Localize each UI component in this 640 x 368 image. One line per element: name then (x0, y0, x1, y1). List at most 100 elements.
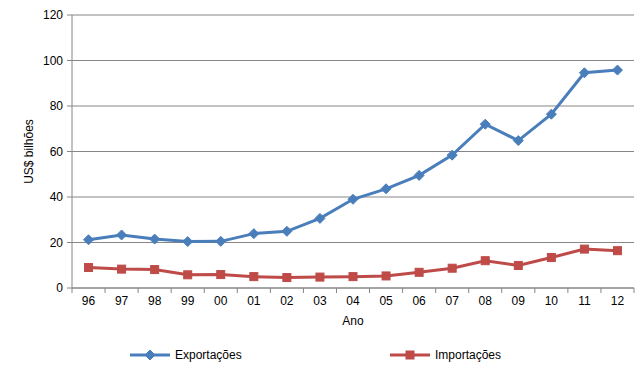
legend-item: Importações (390, 348, 501, 362)
legend-marker (145, 350, 155, 360)
x-tick-label: 04 (346, 294, 360, 308)
data-point (316, 273, 324, 281)
y-axis (72, 15, 73, 288)
grid-line (72, 15, 634, 16)
x-tick-label: 09 (512, 294, 526, 308)
grid-line (72, 106, 634, 107)
data-point (315, 213, 325, 223)
x-tick-label: 05 (379, 294, 393, 308)
data-point (547, 254, 555, 262)
data-point (249, 229, 259, 239)
y-tick (67, 15, 72, 16)
x-tick-label: 06 (412, 294, 426, 308)
x-tick (105, 288, 106, 293)
data-point (183, 237, 193, 247)
x-tick-label: 01 (247, 294, 261, 308)
data-point (216, 236, 226, 246)
x-axis-title: Ano (342, 314, 364, 328)
data-point (546, 109, 556, 119)
y-tick-label: 20 (50, 236, 64, 250)
data-point (579, 68, 589, 78)
x-tick (634, 288, 635, 293)
data-point (348, 194, 358, 204)
data-point (381, 184, 391, 194)
data-point (580, 245, 588, 253)
x-tick-label: 96 (82, 294, 96, 308)
y-tick (67, 60, 72, 61)
data-point (414, 170, 424, 180)
x-tick-label: 10 (545, 294, 559, 308)
x-tick (468, 288, 469, 293)
data-point (118, 265, 126, 273)
data-point (151, 266, 159, 274)
x-tick (402, 288, 403, 293)
data-point (415, 268, 423, 276)
data-point (514, 261, 522, 269)
x-tick (270, 288, 271, 293)
x-tick-label: 12 (611, 294, 625, 308)
x-tick (204, 288, 205, 293)
legend-item: Exportações (130, 348, 242, 362)
data-point (84, 235, 94, 245)
data-point (481, 257, 489, 265)
y-tick (67, 151, 72, 152)
legend-label: Importações (435, 348, 501, 362)
grid-line (72, 60, 634, 61)
y-tick-label: 0 (56, 281, 63, 295)
data-point (150, 234, 160, 244)
data-point (85, 264, 93, 272)
x-tick-label: 08 (479, 294, 493, 308)
y-axis-title: US$ bilhões (22, 119, 36, 184)
y-tick (67, 197, 72, 198)
x-tick (336, 288, 337, 293)
data-point (282, 226, 292, 236)
grid-line (72, 151, 634, 152)
y-tick-label: 40 (50, 190, 64, 204)
data-point (613, 247, 621, 255)
x-tick-label: 00 (214, 294, 228, 308)
data-point (447, 150, 457, 160)
data-point (480, 119, 490, 129)
data-point (184, 271, 192, 279)
y-tick (67, 242, 72, 243)
y-tick-label: 80 (50, 99, 64, 113)
plot-area (84, 65, 623, 281)
chart-container: 0 20 40 60 80 100 120 96 97 98 99 00 01 02 03 04 05 06 07 0… (0, 0, 640, 368)
x-tick-label: 99 (181, 294, 195, 308)
x-tick-label: 02 (280, 294, 294, 308)
x-tick-label: 97 (115, 294, 129, 308)
data-point (283, 274, 291, 282)
x-tick (501, 288, 502, 293)
data-point (217, 271, 225, 279)
data-point (250, 273, 258, 281)
x-tick (435, 288, 436, 293)
legend-marker (406, 351, 414, 359)
data-point (513, 136, 523, 146)
x-tick (534, 288, 535, 293)
data-point (612, 65, 622, 75)
data-point (382, 272, 390, 280)
x-tick-label: 07 (445, 294, 459, 308)
series-line (89, 70, 618, 242)
x-tick (567, 288, 568, 293)
y-tick-label: 120 (43, 8, 63, 22)
x-axis (72, 288, 634, 289)
data-point (117, 230, 127, 240)
y-tick (67, 106, 72, 107)
x-tick (303, 288, 304, 293)
y-tick-label: 100 (43, 54, 63, 68)
x-tick (171, 288, 172, 293)
x-tick (72, 288, 73, 293)
x-tick-label: 03 (313, 294, 327, 308)
y-tick (67, 288, 72, 289)
x-tick-label: 98 (148, 294, 162, 308)
x-tick (600, 288, 601, 293)
grid-line (72, 288, 634, 289)
x-tick (369, 288, 370, 293)
data-point (349, 273, 357, 281)
x-tick (237, 288, 238, 293)
y-tick-label: 60 (50, 145, 64, 159)
chart: 0 20 40 60 80 100 120 96 97 98 99 00 01 02 03 04 05 06 07 0… (0, 0, 640, 368)
data-point (448, 264, 456, 272)
legend-label: Exportações (175, 348, 242, 362)
